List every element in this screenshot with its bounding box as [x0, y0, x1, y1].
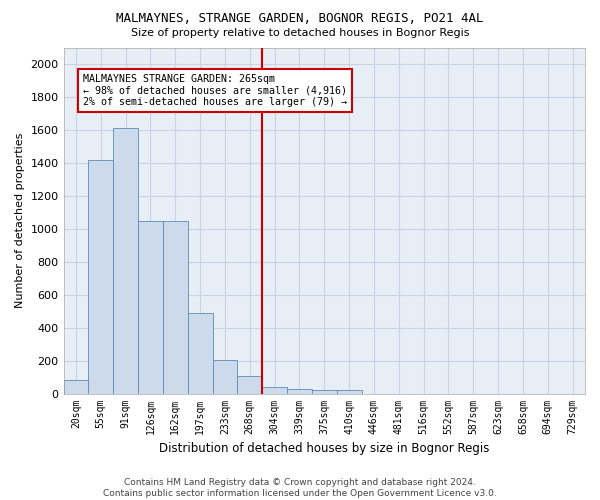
Bar — [212, 360, 238, 394]
Bar — [138, 220, 163, 394]
Y-axis label: Number of detached properties: Number of detached properties — [15, 133, 25, 308]
Text: MALMAYNES, STRANGE GARDEN, BOGNOR REGIS, PO21 4AL: MALMAYNES, STRANGE GARDEN, BOGNOR REGIS,… — [116, 12, 484, 26]
Bar — [64, 380, 88, 394]
Bar — [188, 313, 212, 394]
Text: Contains HM Land Registry data © Crown copyright and database right 2024.
Contai: Contains HM Land Registry data © Crown c… — [103, 478, 497, 498]
Text: Size of property relative to detached houses in Bognor Regis: Size of property relative to detached ho… — [131, 28, 469, 38]
Bar — [88, 160, 113, 394]
Bar — [238, 376, 262, 394]
Bar — [163, 220, 188, 394]
X-axis label: Distribution of detached houses by size in Bognor Regis: Distribution of detached houses by size … — [159, 442, 490, 455]
Bar — [113, 128, 138, 394]
Bar — [337, 390, 362, 394]
Bar — [262, 387, 287, 394]
Text: MALMAYNES STRANGE GARDEN: 265sqm
← 98% of detached houses are smaller (4,916)
2%: MALMAYNES STRANGE GARDEN: 265sqm ← 98% o… — [83, 74, 347, 107]
Bar — [312, 390, 337, 394]
Bar — [287, 388, 312, 394]
